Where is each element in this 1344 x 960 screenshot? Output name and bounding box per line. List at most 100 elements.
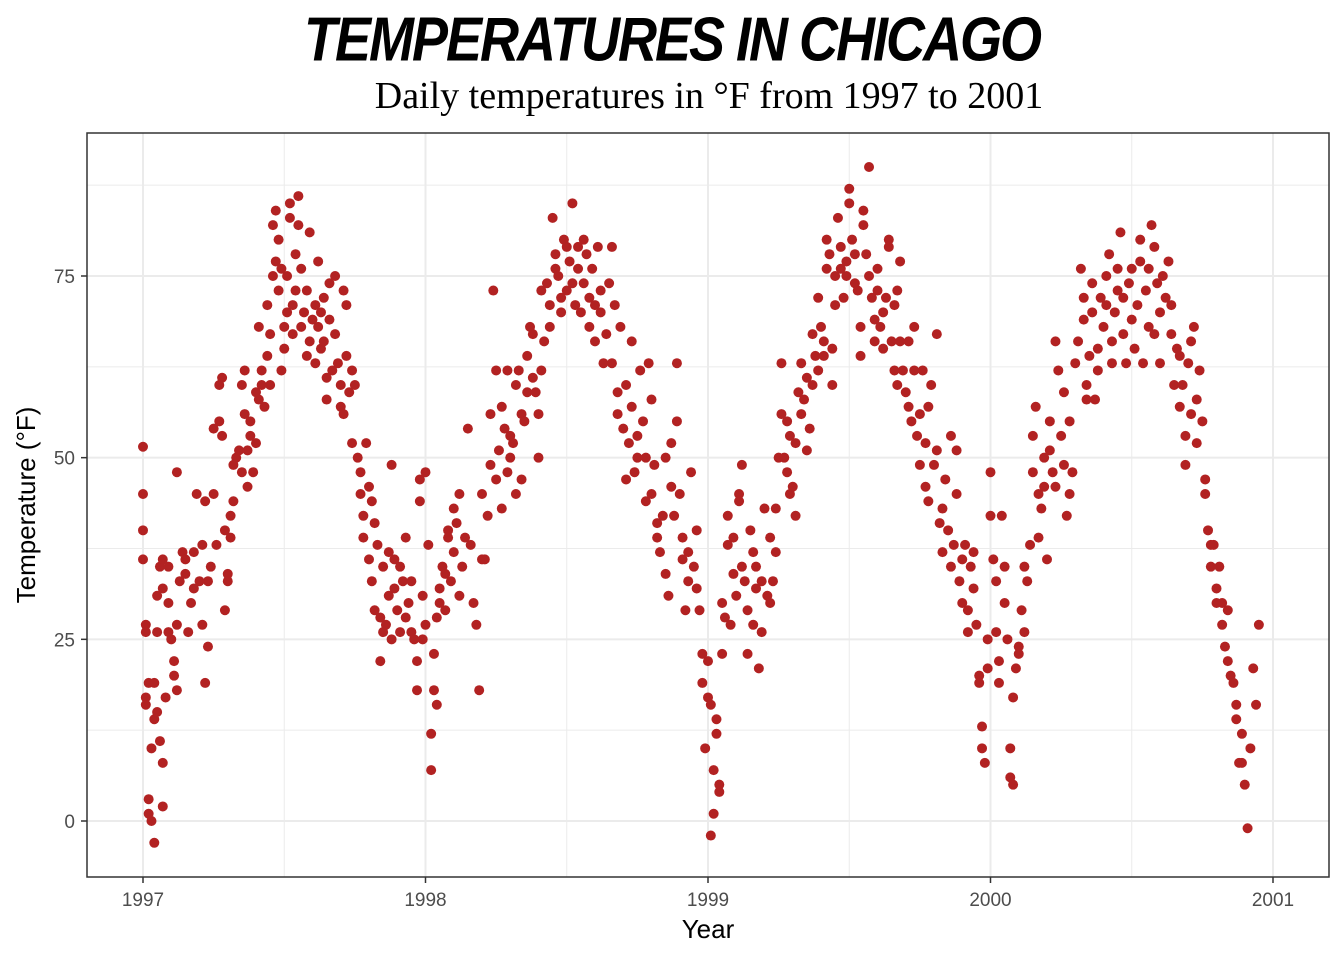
data-point xyxy=(228,496,239,507)
chart-subtitle: Daily temperatures in °F from 1997 to 20… xyxy=(374,75,1044,117)
data-point xyxy=(219,605,230,616)
data-point xyxy=(838,292,849,303)
data-point xyxy=(974,670,985,681)
data-point xyxy=(1084,350,1095,361)
data-point xyxy=(389,583,400,594)
data-point xyxy=(858,205,869,216)
data-point xyxy=(296,321,307,332)
data-point xyxy=(799,394,810,405)
data-point xyxy=(717,598,728,608)
data-point xyxy=(578,278,589,289)
data-point xyxy=(985,467,996,478)
y-axis-title: Temperature (°F) xyxy=(11,407,41,604)
data-point xyxy=(734,496,745,507)
data-point xyxy=(1121,358,1132,369)
data-point xyxy=(923,401,934,412)
data-point xyxy=(267,220,278,231)
data-point xyxy=(1058,459,1069,470)
data-point xyxy=(977,721,988,732)
data-point xyxy=(1027,467,1038,478)
data-point xyxy=(335,380,346,390)
data-point xyxy=(352,452,363,463)
data-point xyxy=(502,365,513,376)
data-point xyxy=(477,489,487,499)
data-point xyxy=(748,619,759,630)
data-point xyxy=(671,358,682,369)
data-point xyxy=(1106,358,1117,369)
data-point xyxy=(440,568,451,579)
data-point xyxy=(1016,605,1027,616)
data-point xyxy=(171,467,182,478)
x-axis: 1997 1998 1999 2000 2001 xyxy=(122,877,1294,911)
data-point xyxy=(587,263,598,274)
data-point xyxy=(1118,292,1129,303)
data-point xyxy=(671,416,682,427)
data-point xyxy=(561,285,572,296)
data-point xyxy=(782,467,793,478)
data-point xyxy=(945,430,956,441)
data-point xyxy=(993,677,1004,688)
data-point xyxy=(1132,300,1143,311)
data-point xyxy=(573,241,584,252)
data-point xyxy=(327,365,338,376)
data-point xyxy=(1228,677,1239,688)
data-point xyxy=(824,249,835,260)
data-point xyxy=(397,576,408,587)
data-point xyxy=(253,394,264,405)
data-point xyxy=(895,336,906,347)
data-point xyxy=(251,438,261,449)
data-point xyxy=(960,539,971,550)
data-point xyxy=(872,263,883,274)
data-point xyxy=(516,474,527,485)
data-point xyxy=(669,510,680,521)
data-point xyxy=(909,321,920,332)
data-point xyxy=(287,329,298,340)
data-point xyxy=(1050,481,1061,492)
data-point xyxy=(703,656,713,667)
data-point xyxy=(855,321,866,332)
data-point xyxy=(556,307,567,318)
data-point xyxy=(878,307,889,318)
data-point xyxy=(996,510,1007,521)
data-point xyxy=(841,271,852,281)
data-point xyxy=(974,677,985,688)
data-point xyxy=(242,481,253,492)
data-point xyxy=(979,757,990,768)
data-point xyxy=(349,380,360,390)
data-point xyxy=(242,445,253,456)
data-point xyxy=(188,547,199,558)
data-point xyxy=(646,489,657,499)
data-point xyxy=(1050,336,1061,347)
y-tick-label: 75 xyxy=(54,267,75,288)
data-point xyxy=(522,387,533,398)
data-point xyxy=(1143,321,1154,332)
data-point xyxy=(200,677,211,688)
data-point xyxy=(914,459,925,470)
data-point xyxy=(1056,430,1067,441)
major-gridlines xyxy=(87,133,1329,877)
data-point xyxy=(208,423,219,434)
data-point xyxy=(937,547,948,558)
data-point xyxy=(674,489,685,499)
data-point xyxy=(1169,380,1180,390)
data-point xyxy=(539,336,550,347)
data-point xyxy=(900,387,911,398)
data-point xyxy=(830,300,841,311)
y-tick-label: 25 xyxy=(54,630,75,651)
data-point xyxy=(866,292,877,303)
data-point xyxy=(951,489,962,499)
data-point xyxy=(618,423,629,434)
data-point xyxy=(1002,634,1013,645)
data-point xyxy=(417,634,428,645)
data-point xyxy=(821,263,832,274)
data-point xyxy=(157,801,168,812)
data-point xyxy=(205,561,216,572)
data-point xyxy=(640,452,651,463)
data-point xyxy=(705,830,716,841)
data-point xyxy=(1205,561,1216,572)
data-point xyxy=(471,619,482,630)
data-point xyxy=(307,314,318,325)
data-point xyxy=(728,568,739,579)
data-point xyxy=(991,576,1002,587)
data-point xyxy=(200,496,211,507)
